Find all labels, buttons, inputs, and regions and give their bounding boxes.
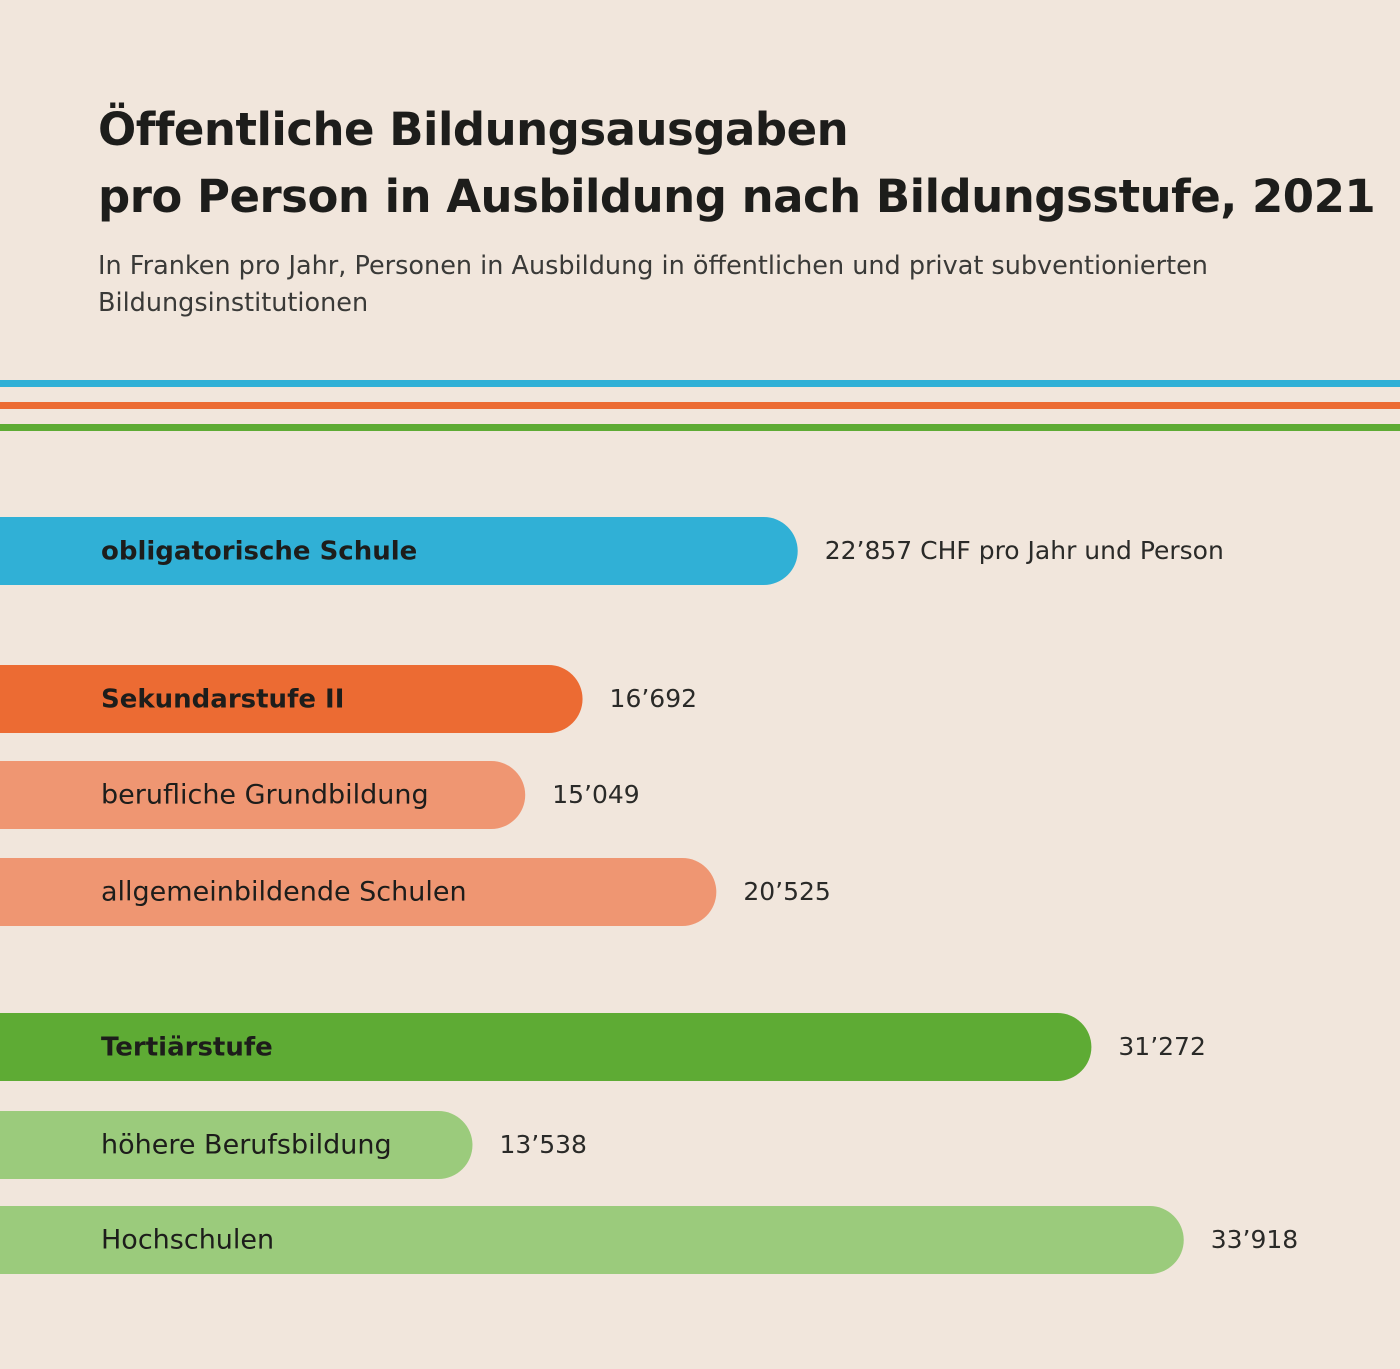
bar-hochschulen — [0, 1206, 1184, 1274]
chart-subtitle: In Franken pro Jahr, Personen in Ausbild… — [98, 251, 1208, 318]
decorative-stripe-blue — [0, 380, 1400, 387]
value-label-obligatorische-schule: 22’857 CHF pro Jahr und Person — [825, 536, 1224, 565]
chart-title: Öffentliche Bildungsausgaben pro Person … — [98, 96, 1376, 230]
bar-tertiärstufe — [0, 1013, 1092, 1081]
bar-obligatorische-schule — [0, 517, 798, 585]
value-label-hochschulen: 33’918 — [1211, 1225, 1298, 1254]
bar-label-allgemeinbildende-schulen: allgemeinbildende Schulen — [101, 877, 467, 908]
value-label-tertiärstufe: 31’272 — [1118, 1032, 1205, 1061]
bar-label-berufliche-grundbildung: berufliche Grundbildung — [101, 780, 429, 811]
bar-berufliche-grundbildung — [0, 761, 526, 829]
chart-title-line-1: Öffentliche Bildungsausgaben — [98, 103, 849, 156]
decorative-stripe-green — [0, 424, 1400, 431]
value-label-allgemeinbildende-schulen: 20’525 — [743, 877, 830, 906]
bar-höhere-berufsbildung — [0, 1111, 473, 1179]
value-label-sekundarstufe-ii: 16’692 — [610, 684, 697, 713]
chart-title-line-2: pro Person in Ausbildung nach Bildungsst… — [98, 170, 1376, 223]
bar-label-tertiärstufe: Tertiärstufe — [101, 1033, 273, 1063]
bar-label-obligatorische-schule: obligatorische Schule — [101, 537, 417, 567]
bar-label-hochschulen: Hochschulen — [101, 1225, 274, 1256]
value-label-berufliche-grundbildung: 15’049 — [552, 780, 639, 809]
value-label-höhere-berufsbildung: 13’538 — [499, 1130, 586, 1159]
bar-allgemeinbildende-schulen — [0, 858, 717, 926]
bar-label-höhere-berufsbildung: höhere Berufsbildung — [101, 1130, 392, 1161]
bar-sekundarstufe-ii — [0, 665, 583, 733]
bar-label-sekundarstufe-ii: Sekundarstufe II — [101, 685, 344, 715]
decorative-stripe-orange — [0, 402, 1400, 409]
